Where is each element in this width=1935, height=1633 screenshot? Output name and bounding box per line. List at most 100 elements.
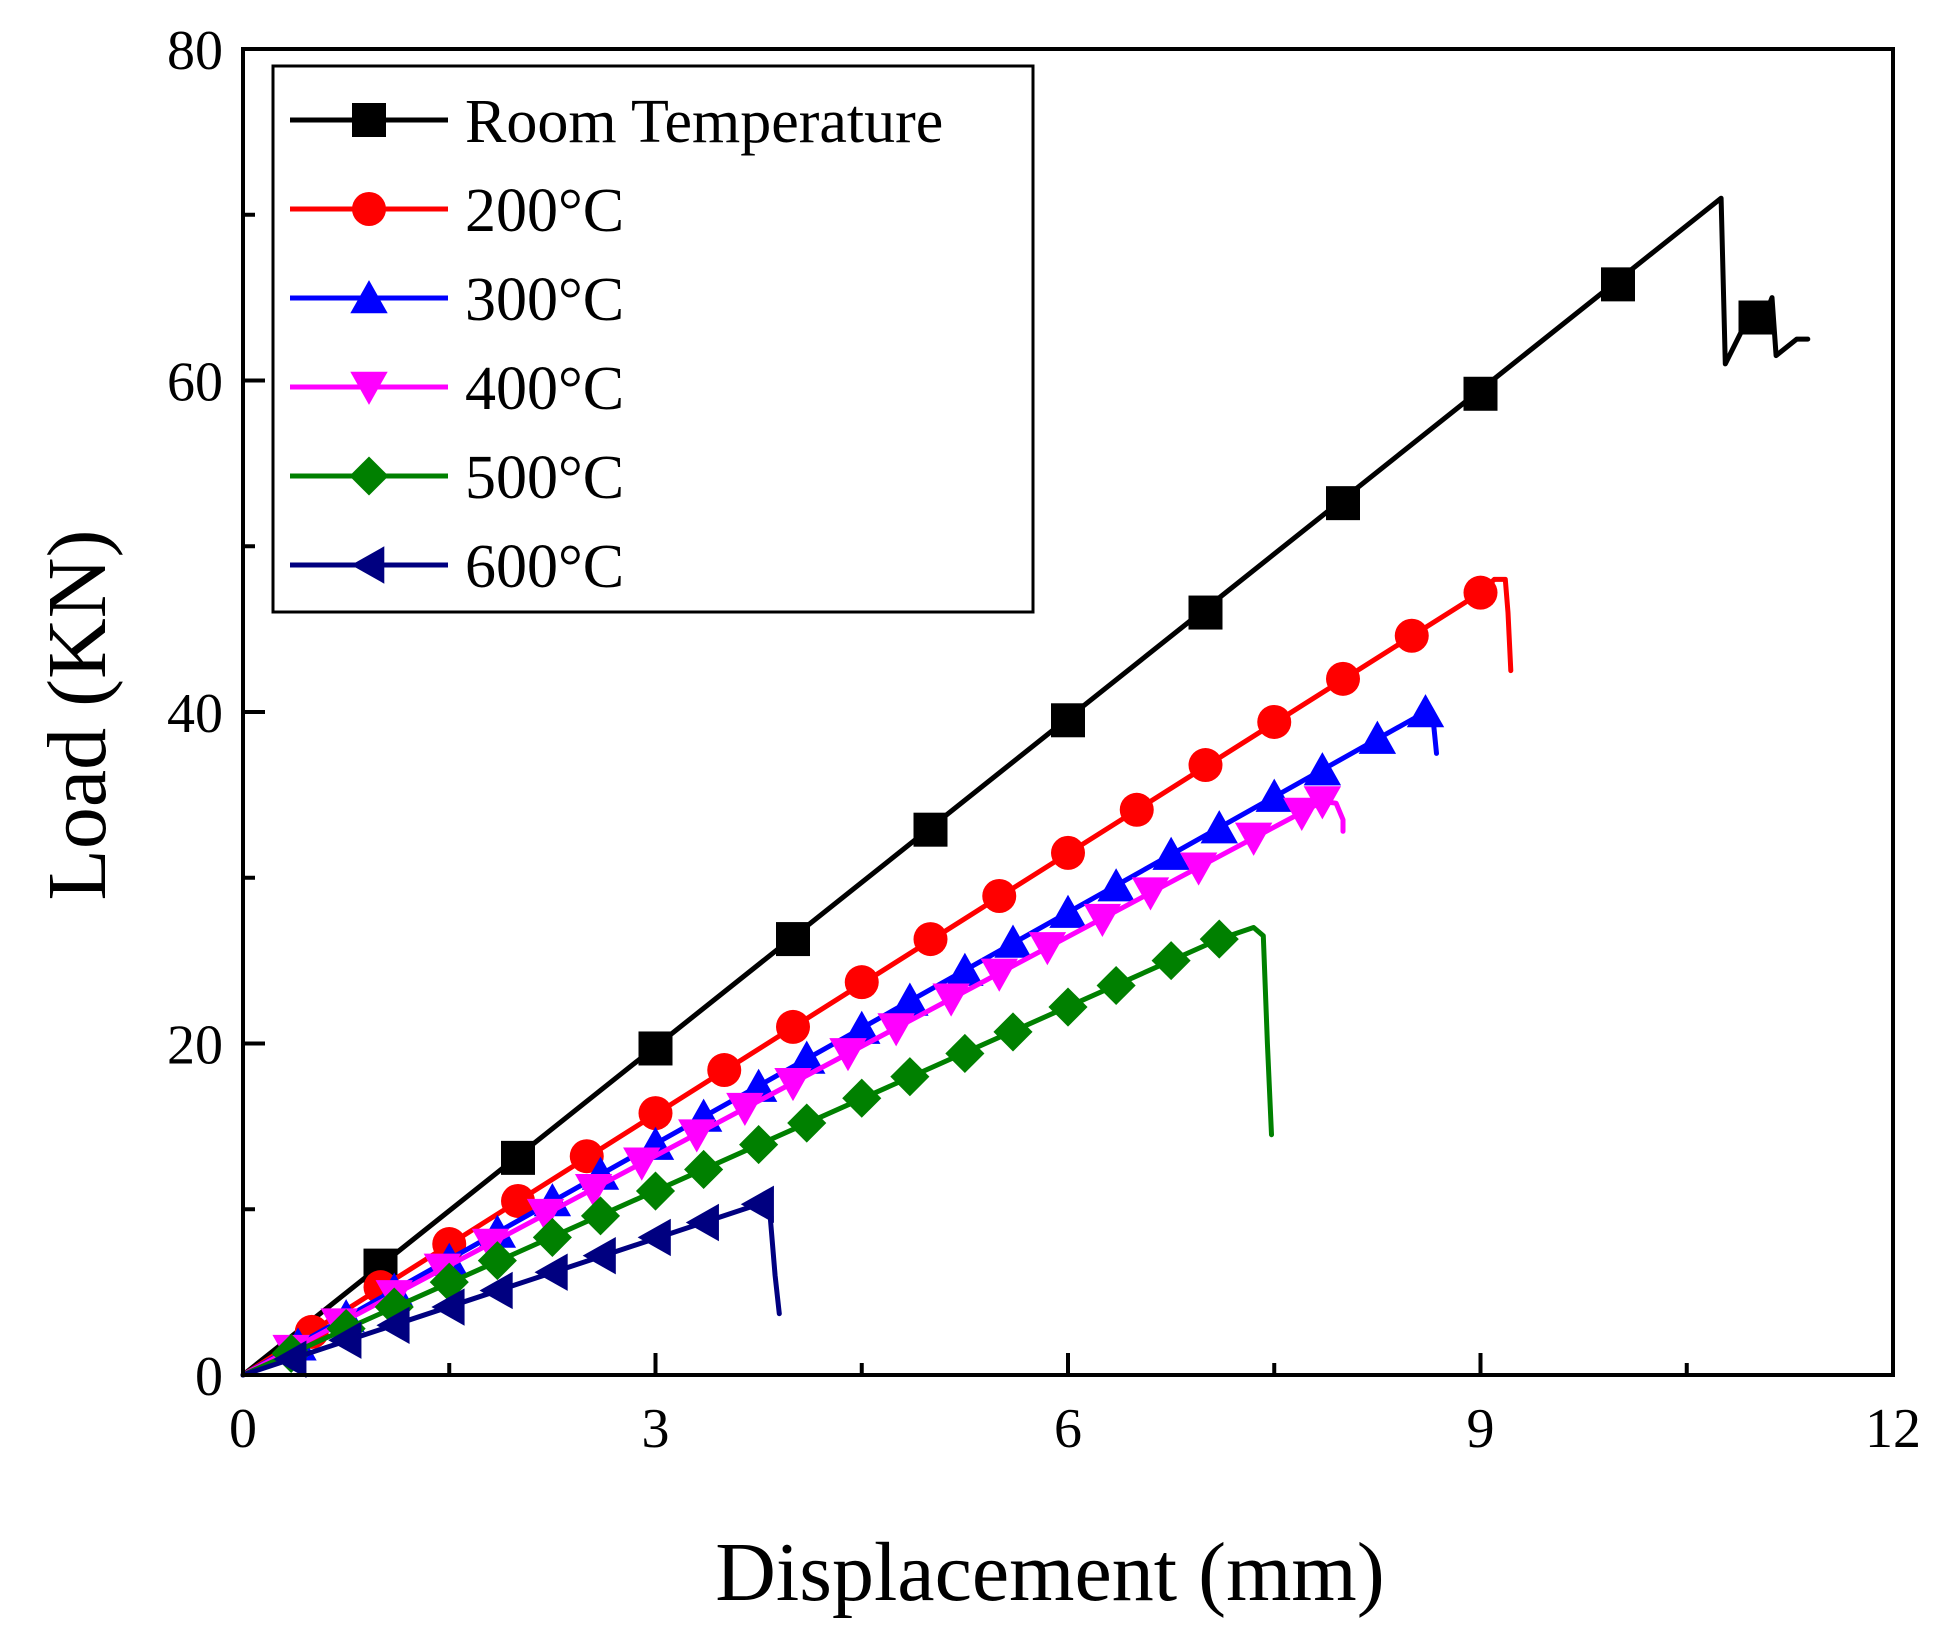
data-point xyxy=(1097,868,1135,902)
data-point xyxy=(993,1012,1033,1052)
data-point xyxy=(376,1306,410,1344)
data-point xyxy=(776,922,810,957)
legend-label: 600°C xyxy=(465,533,624,601)
plot-area xyxy=(240,195,1811,1378)
y-tick-label: 0 xyxy=(195,1346,223,1408)
series-1 xyxy=(240,575,1514,1378)
data-point xyxy=(1188,748,1223,783)
data-point xyxy=(678,1119,716,1153)
axes: 0 3 6 9 12 0 20 40 60 80 xyxy=(167,20,1921,1460)
data-point xyxy=(1463,575,1498,610)
data-point xyxy=(890,1057,930,1097)
data-point xyxy=(501,1183,535,1218)
data-point xyxy=(1358,720,1397,754)
data-point xyxy=(1131,877,1170,911)
data-point xyxy=(913,812,948,847)
data-point xyxy=(638,1031,673,1066)
series-5 xyxy=(240,1185,782,1378)
legend-marker xyxy=(350,280,388,314)
data-point xyxy=(1406,694,1445,728)
data-point xyxy=(877,1013,915,1047)
data-point xyxy=(1303,786,1342,820)
data-point xyxy=(1255,778,1293,812)
data-point xyxy=(526,1198,565,1233)
legend-marker xyxy=(352,103,386,137)
legend-label: 300°C xyxy=(465,266,624,334)
legend-marker xyxy=(350,371,388,405)
legend-label: 400°C xyxy=(465,355,624,423)
x-tick-label: 12 xyxy=(1865,1398,1921,1460)
data-point xyxy=(1048,987,1088,1027)
data-point xyxy=(532,1217,572,1257)
data-point xyxy=(980,958,1018,992)
data-point xyxy=(707,1053,742,1088)
data-point xyxy=(982,878,1017,913)
x-tick-label: 6 xyxy=(1054,1398,1082,1460)
x-tick-label: 0 xyxy=(229,1398,257,1460)
data-point xyxy=(684,1149,724,1190)
legend-entry: 600°C xyxy=(290,533,624,601)
data-point xyxy=(1234,822,1273,856)
data-point xyxy=(582,1236,616,1275)
data-point xyxy=(471,1228,510,1262)
legend-marker xyxy=(349,456,389,496)
data-point xyxy=(328,1321,362,1359)
y-tick-label: 60 xyxy=(167,352,223,414)
data-point xyxy=(1200,810,1238,844)
data-point xyxy=(945,1033,985,1073)
data-point xyxy=(637,1218,671,1257)
data-point xyxy=(726,1092,764,1126)
data-point xyxy=(479,1271,513,1310)
y-tick-label: 40 xyxy=(167,683,223,745)
legend-entry: 300°C xyxy=(290,266,624,334)
data-point xyxy=(1326,661,1360,696)
legend-box xyxy=(271,64,1035,614)
data-point xyxy=(580,1196,621,1236)
data-point xyxy=(534,1253,568,1291)
y-tick-label: 20 xyxy=(167,1015,223,1077)
legend-entry: Room Temperature xyxy=(290,88,943,156)
legend-marker xyxy=(351,546,385,584)
data-point xyxy=(844,965,879,1000)
data-point xyxy=(1051,703,1085,738)
data-point xyxy=(1028,932,1067,966)
data-point xyxy=(635,1171,676,1211)
x-tick-label: 9 xyxy=(1467,1398,1495,1460)
data-point xyxy=(932,983,970,1017)
data-point xyxy=(776,1009,810,1044)
legend-label: Room Temperature xyxy=(465,88,943,156)
data-point xyxy=(1119,792,1154,827)
data-point xyxy=(788,1040,826,1074)
data-point xyxy=(1199,919,1239,959)
legend: Room Temperature 200°C 300°C 400°C 500°C 600°… xyxy=(271,64,1035,614)
data-point xyxy=(1283,797,1321,831)
data-point xyxy=(1049,894,1087,928)
legend-entry: 200°C xyxy=(290,177,624,245)
data-point xyxy=(1257,704,1292,739)
legend-entry: 400°C xyxy=(290,355,624,423)
data-point xyxy=(1179,852,1218,886)
data-point xyxy=(1152,836,1190,870)
data-point xyxy=(946,952,984,986)
data-point xyxy=(829,1038,867,1072)
data-point xyxy=(913,922,948,957)
data-point xyxy=(1463,376,1498,411)
data-point xyxy=(774,1067,812,1102)
data-point xyxy=(1188,595,1223,630)
x-axis-title: Displacement (mm) xyxy=(715,1526,1384,1619)
series-2 xyxy=(240,694,1445,1378)
data-point xyxy=(843,1010,881,1044)
data-point xyxy=(740,1185,774,1223)
data-point xyxy=(569,1139,604,1174)
data-point xyxy=(1738,300,1773,335)
data-point xyxy=(1601,267,1635,302)
data-point xyxy=(1151,941,1191,981)
legend-label: 200°C xyxy=(465,177,624,245)
data-point xyxy=(623,1147,661,1181)
data-point xyxy=(994,924,1032,958)
series-0 xyxy=(240,195,1811,1378)
data-point xyxy=(638,1096,673,1131)
data-point xyxy=(1083,903,1122,938)
data-point xyxy=(787,1103,827,1143)
